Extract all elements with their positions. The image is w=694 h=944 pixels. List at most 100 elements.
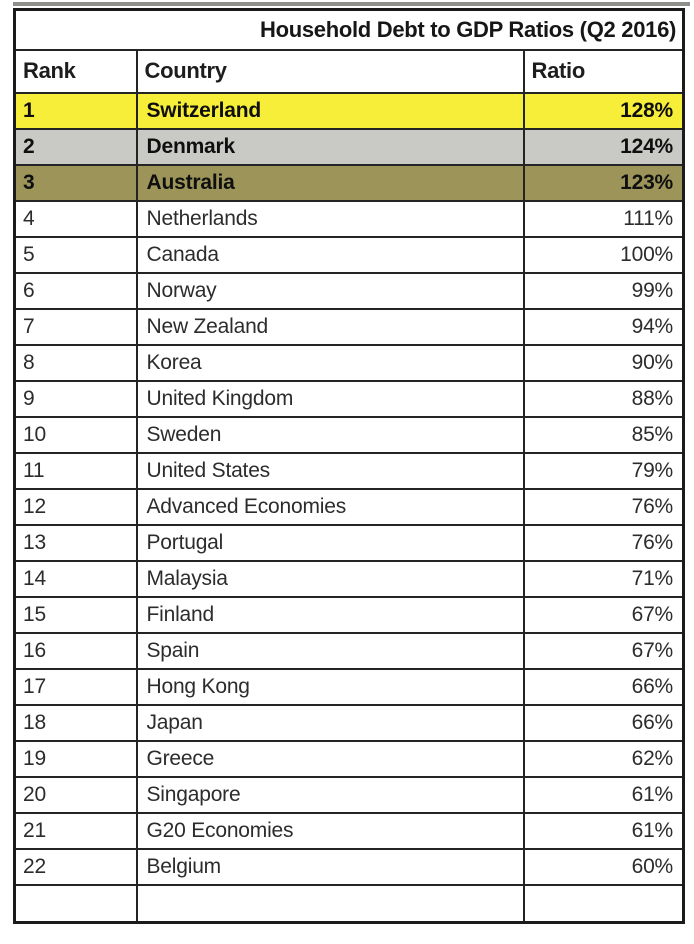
ratio-cell: 67%	[522, 595, 685, 634]
partial-cutoff-row	[13, 883, 685, 924]
country-cell: United States	[135, 451, 525, 490]
cropped-row-edge	[13, 2, 690, 6]
country-cell: Norway	[135, 271, 525, 310]
country-cell: Finland	[135, 595, 525, 634]
title-row: Household Debt to GDP Ratios (Q2 2016)	[13, 8, 685, 51]
rank-cell: 18	[13, 703, 138, 742]
table-row: 14 Malaysia 71%	[13, 559, 685, 598]
header-row: Rank Country Ratio	[13, 48, 685, 94]
ratio-cell: 62%	[522, 739, 685, 778]
ratio-cell: 61%	[522, 811, 685, 850]
country-cell: Denmark	[135, 127, 525, 166]
table-row: 15 Finland 67%	[13, 595, 685, 634]
ratio-cell: 61%	[522, 775, 685, 814]
ratio-cell: 90%	[522, 343, 685, 382]
rank-cell: 9	[13, 379, 138, 418]
rank-cell: 16	[13, 631, 138, 670]
country-cell: Netherlands	[135, 199, 525, 238]
table-row: 19 Greece 62%	[13, 739, 685, 778]
country-cell: G20 Economies	[135, 811, 525, 850]
country-cell: United Kingdom	[135, 379, 525, 418]
rank-cell: 21	[13, 811, 138, 850]
rank-cell: 17	[13, 667, 138, 706]
ratio-cell: 123%	[522, 163, 685, 202]
ratio-cell: 76%	[522, 487, 685, 526]
table-row: 17 Hong Kong 66%	[13, 667, 685, 706]
table-title: Household Debt to GDP Ratios (Q2 2016)	[13, 8, 685, 51]
country-cell: New Zealand	[135, 307, 525, 346]
ratio-cell: 79%	[522, 451, 685, 490]
table-row: 3 Australia 123%	[13, 163, 685, 202]
country-cell: Canada	[135, 235, 525, 274]
country-cell: Singapore	[135, 775, 525, 814]
rank-cell: 13	[13, 523, 138, 562]
empty-cell	[522, 883, 685, 924]
table-row: 8 Korea 90%	[13, 343, 685, 382]
ratio-cell: 60%	[522, 847, 685, 886]
rank-cell: 20	[13, 775, 138, 814]
table-row: 11 United States 79%	[13, 451, 685, 490]
rank-cell: 5	[13, 235, 138, 274]
table-row: 1 Switzerland 128%	[13, 91, 685, 130]
country-cell: Portugal	[135, 523, 525, 562]
ratio-cell: 94%	[522, 307, 685, 346]
country-cell: Malaysia	[135, 559, 525, 598]
table-row: 21 G20 Economies 61%	[13, 811, 685, 850]
ratio-cell: 85%	[522, 415, 685, 454]
ratio-cell: 124%	[522, 127, 685, 166]
column-header-rank: Rank	[13, 48, 138, 94]
table-row: 18 Japan 66%	[13, 703, 685, 742]
ratio-cell: 71%	[522, 559, 685, 598]
country-cell: Korea	[135, 343, 525, 382]
country-cell: Hong Kong	[135, 667, 525, 706]
empty-cell	[13, 883, 138, 924]
empty-cell	[135, 883, 525, 924]
country-cell: Advanced Economies	[135, 487, 525, 526]
table-row: 22 Belgium 60%	[13, 847, 685, 886]
table-row: 2 Denmark 124%	[13, 127, 685, 166]
household-debt-table: Household Debt to GDP Ratios (Q2 2016) R…	[13, 8, 686, 924]
table-row: 5 Canada 100%	[13, 235, 685, 274]
country-cell: Australia	[135, 163, 525, 202]
column-header-country: Country	[135, 48, 525, 94]
rank-cell: 8	[13, 343, 138, 382]
rank-cell: 7	[13, 307, 138, 346]
column-header-ratio: Ratio	[522, 48, 685, 94]
country-cell: Spain	[135, 631, 525, 670]
country-cell: Belgium	[135, 847, 525, 886]
rank-cell: 19	[13, 739, 138, 778]
rank-cell: 2	[13, 127, 138, 166]
ratio-cell: 111%	[522, 199, 685, 238]
table-row: 4 Netherlands 111%	[13, 199, 685, 238]
ratio-cell: 67%	[522, 631, 685, 670]
country-cell: Sweden	[135, 415, 525, 454]
rank-cell: 3	[13, 163, 138, 202]
table-row: 10 Sweden 85%	[13, 415, 685, 454]
ratio-cell: 100%	[522, 235, 685, 274]
country-cell: Greece	[135, 739, 525, 778]
rank-cell: 11	[13, 451, 138, 490]
ratio-cell: 66%	[522, 667, 685, 706]
ratio-cell: 128%	[522, 91, 685, 130]
country-cell: Japan	[135, 703, 525, 742]
ratio-cell: 88%	[522, 379, 685, 418]
rank-cell: 10	[13, 415, 138, 454]
rank-cell: 1	[13, 91, 138, 130]
rank-cell: 6	[13, 271, 138, 310]
table-row: 7 New Zealand 94%	[13, 307, 685, 346]
ratio-cell: 99%	[522, 271, 685, 310]
table-row: 20 Singapore 61%	[13, 775, 685, 814]
table-row: 13 Portugal 76%	[13, 523, 685, 562]
table-row: 12 Advanced Economies 76%	[13, 487, 685, 526]
table-row: 9 United Kingdom 88%	[13, 379, 685, 418]
table-row: 6 Norway 99%	[13, 271, 685, 310]
rank-cell: 4	[13, 199, 138, 238]
rank-cell: 14	[13, 559, 138, 598]
rank-cell: 22	[13, 847, 138, 886]
table-body: 1 Switzerland 128% 2 Denmark 124% 3 Aust…	[13, 91, 685, 924]
ratio-cell: 76%	[522, 523, 685, 562]
country-cell: Switzerland	[135, 91, 525, 130]
rank-cell: 15	[13, 595, 138, 634]
rank-cell: 12	[13, 487, 138, 526]
